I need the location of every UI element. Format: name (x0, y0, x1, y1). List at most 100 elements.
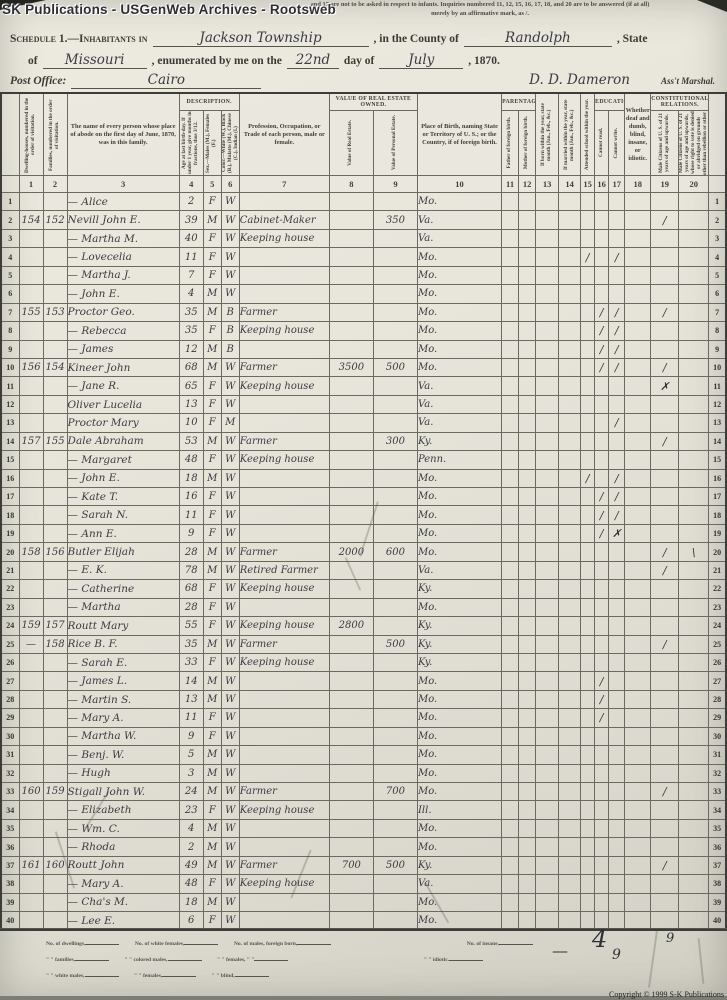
personal-estate-value-cell (372, 726, 418, 747)
dwelling-number-cell (18, 191, 44, 212)
row-number-right: 12 (708, 394, 727, 415)
born-month-cell (535, 394, 560, 415)
personal-estate-value-cell (372, 394, 418, 415)
father-foreign-mark-cell (501, 671, 520, 691)
mother-foreign-mark-cell (518, 210, 537, 230)
census-row: 15 — Margaret 48 F W Keeping house Penn.… (0, 450, 727, 470)
father-foreign-mark-cell (501, 874, 520, 894)
form-instructions: and 17 are not to be asked in respect to… (238, 1, 722, 18)
birthplace-cell: Ky. (416, 634, 503, 654)
married-month-cell (558, 284, 582, 304)
birthplace-cell: Mo. (416, 191, 503, 212)
sex-cell: F (202, 597, 222, 618)
age-cell: 2 (178, 837, 204, 857)
dwelling-number-cell (18, 837, 44, 857)
citizen-denied-mark-cell (678, 376, 710, 396)
deaf-dumb-cell (624, 689, 652, 710)
deaf-dumb-cell (624, 855, 652, 876)
deaf-dumb-cell (624, 781, 652, 802)
male-citizen-mark-cell: / (650, 634, 680, 654)
attended-school-mark-cell (580, 376, 596, 396)
row-number-left: 16 (0, 468, 20, 489)
cannot-write-mark-cell: / (608, 357, 626, 378)
born-month-cell (535, 726, 560, 747)
personal-estate-value-cell (372, 321, 418, 341)
cannot-read-mark-cell (594, 468, 610, 489)
citizen-denied-mark-cell (678, 523, 710, 544)
occupation-cell (238, 671, 330, 691)
row-number-right: 24 (708, 616, 727, 636)
citizen-denied-mark-cell (678, 597, 710, 618)
sex-cell: F (202, 247, 222, 267)
age-cell: 35 (178, 321, 204, 341)
mother-foreign-mark-cell (518, 874, 537, 894)
deaf-dumb-cell (624, 542, 652, 562)
color-cell: W (220, 450, 240, 470)
census-row: 18 — Sarah N. 11 F W Mo. / / 18 (0, 505, 727, 525)
married-month-cell (558, 394, 582, 415)
personal-estate-value-cell (372, 284, 418, 304)
col-header-age: Age at last birth-day. If under 1 year, … (178, 110, 204, 176)
personal-estate-value-cell (372, 468, 418, 489)
father-foreign-mark-cell (501, 468, 520, 489)
deaf-dumb-cell (624, 671, 652, 691)
family-number-cell (42, 228, 68, 249)
mother-foreign-mark-cell (518, 247, 537, 267)
birthplace-cell: Mo. (416, 284, 503, 304)
age-cell: 7 (178, 265, 204, 286)
sex-cell: M (202, 302, 222, 323)
state-field: Missouri (42, 52, 147, 69)
census-row: 24 159 157 Routt Mary 55 F W Keeping hou… (0, 616, 727, 636)
col-header-families: Families, numbered in the order of visit… (42, 92, 68, 176)
marshal-label: Ass't Marshal. (660, 76, 715, 86)
cannot-read-mark-cell (594, 818, 610, 839)
mother-foreign-mark-cell (518, 284, 537, 304)
col-header-name: The name of every person whose place of … (66, 92, 180, 176)
personal-estate-value-cell: 500 (372, 634, 418, 654)
row-number-left: 31 (0, 745, 20, 765)
personal-estate-value-cell (372, 228, 418, 249)
married-month-cell (558, 302, 582, 323)
age-cell: 4 (178, 818, 204, 839)
attended-school-mark-cell (580, 431, 596, 452)
name-cell: Proctor Geo. (66, 302, 180, 323)
birthplace-cell: Penn. (416, 450, 503, 470)
col-header-color: Color.—White (W.), Black (B.), Mulatto (… (220, 110, 240, 176)
occupation-cell (238, 597, 330, 618)
cannot-write-mark-cell (608, 597, 626, 618)
occupation-cell: Farmer (238, 431, 330, 452)
census-row: 4 — Lovecelia 11 F W Mo. / / 4 (0, 247, 727, 267)
real-estate-value-cell (328, 394, 374, 415)
age-cell: 35 (178, 302, 204, 323)
age-cell: 4 (178, 284, 204, 304)
born-month-cell (535, 708, 560, 728)
father-foreign-mark-cell (501, 616, 520, 636)
cannot-read-mark-cell: / (594, 523, 610, 544)
real-estate-value-cell (328, 763, 374, 784)
post-office-field: Cairo (71, 72, 262, 89)
family-number-cell (42, 579, 68, 599)
row-number-left: 8 (0, 321, 20, 341)
cannot-read-mark-cell: / (594, 486, 610, 507)
row-number-left: 29 (0, 708, 20, 728)
name-cell: — Martha (66, 597, 180, 618)
instructions-line-1: and 17 are not to be asked in respect to… (310, 1, 650, 8)
married-month-cell (558, 837, 582, 857)
personal-estate-value-cell (372, 376, 418, 396)
census-row: 25 — 158 Rice B. F. 35 M W Farmer 500 Ky… (0, 634, 727, 654)
col-header-occupation: Profession, Occupation, or Trade of each… (238, 92, 330, 176)
color-cell: W (220, 579, 240, 599)
father-foreign-mark-cell (501, 450, 520, 470)
color-cell: W (220, 523, 240, 544)
deaf-dumb-cell (624, 800, 652, 820)
father-foreign-mark-cell (501, 726, 520, 747)
name-cell: Dale Abraham (66, 431, 180, 452)
attended-school-mark-cell (580, 321, 596, 341)
age-cell: 2 (178, 191, 204, 212)
attended-school-mark-cell (580, 616, 596, 636)
color-cell: W (220, 486, 240, 507)
row-number-right: 25 (708, 634, 727, 654)
census-row: 9 — James 12 M B Mo. / / 9 (0, 339, 727, 359)
married-month-cell (558, 597, 582, 618)
personal-estate-value-cell (372, 892, 418, 913)
